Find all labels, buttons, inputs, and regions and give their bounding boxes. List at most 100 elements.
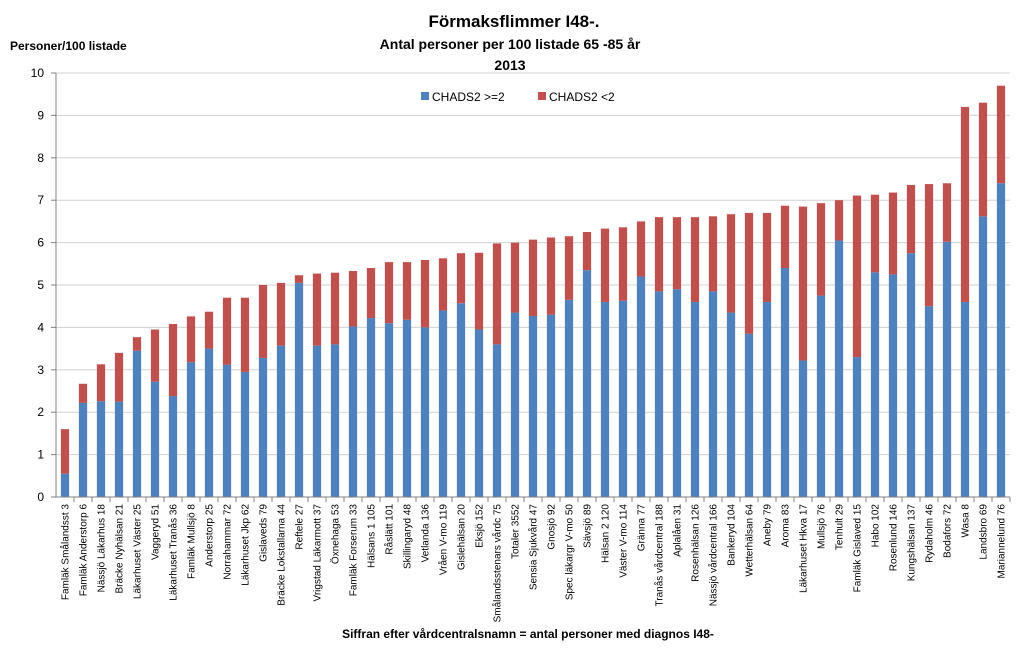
bar-chads2-high [708,291,718,497]
bar-chads2-high [780,268,790,497]
bar-chads2-low [816,203,826,296]
x-tick-label: Famläk Anderstorp 6 [79,504,90,597]
x-axis-tick-labels: Famläk Smålandsst 3 Famläk Anderstorp 6 Nä… [60,497,1011,622]
bar-chads2-high [78,402,88,497]
x-tick-label: Wasa 8 [961,504,972,538]
x-tick-label: Läkarhuset Tranås 36 [168,504,180,601]
bar-chads2-low [114,352,124,402]
bar-chads2-low [672,217,682,290]
bar-chads2-low [960,106,970,302]
x-tick-label: Tranås vårdcentral 188 [654,504,666,607]
y-tick-label: 6 [37,236,44,250]
x-tick-label: Rydaholm 46 [925,504,936,563]
bar-chads2-high [870,272,880,497]
bar-chads2-low [60,429,70,474]
bar-chads2-high [474,329,484,497]
bar-chads2-high [258,357,268,497]
bar-chads2-high [276,345,286,497]
x-tick-label: Öxnehaga 53 [330,504,342,564]
x-tick-label: Skillingaryd 48 [403,504,414,569]
bar-chads2-low [762,212,772,302]
bar-chads2-high [762,301,772,497]
bar-chads2-low [492,243,502,345]
bar-chads2-high [150,381,160,497]
bar-chads2-high [438,310,448,497]
bar-chads2-high [690,301,700,497]
bar-chads2-low [366,268,376,319]
bar-chads2-high [168,396,178,497]
x-tick-label: Vetlanda 136 [421,504,432,563]
x-tick-label: Spec läkargr V-mo 50 [565,504,576,601]
bar-chads2-low [834,200,844,241]
bar-chads2-high [384,323,394,497]
x-tick-label: Totaler 3552 [511,504,522,559]
y-tick-label: 9 [37,108,44,122]
y-tick-label: 1 [37,448,44,462]
x-tick-label: Bodafors 72 [943,504,954,558]
bar-chads2-low [888,192,898,275]
y-axis-label: Personer/100 listade [10,39,127,53]
bar-chads2-high [204,348,214,497]
bar-chads2-high [672,289,682,497]
bar-chads2-low [348,271,358,327]
legend-label-chads2-high: CHADS2 >=2 [432,90,505,104]
bar-chads2-high [924,306,934,497]
bar-chads2-low [438,258,448,311]
bar-chads2-high [222,364,232,497]
bar-chads2-high [240,371,250,497]
x-tick-label: Rosenlund 146 [889,504,900,572]
chart-subtitle: Antal personer per 100 listade 65 -85 år [380,36,641,52]
bar-chads2-low [222,297,232,365]
x-tick-label: Läkarhuset Väster 25 [133,504,144,599]
bar-chads2-high [618,300,628,497]
x-tick-label: Famläk Mullsjö 8 [187,504,198,579]
y-tick-label: 0 [37,490,44,504]
bar-chads2-high [906,253,916,497]
bar-chads2-low [942,183,952,242]
bar-chads2-high [456,303,466,497]
x-tick-label: Läkarhuset Hkva 17 [799,504,810,593]
x-tick-label: Sensia Sjukvård 47 [528,504,540,591]
bar-chads2-low [420,259,430,328]
x-tick-label: Kungshälsan 137 [907,504,918,582]
x-tick-label: Sävsjö 89 [583,504,594,548]
x-tick-label: Aroma 83 [781,504,792,548]
bar-chads2-low [582,232,592,271]
chart-title: Förmaksflimmer I48-. [428,12,599,31]
bar-chads2-low [906,184,916,254]
x-tick-label: Wetterhälsan 64 [745,504,756,577]
bar-chads2-low [924,184,934,307]
bar-chads2-high [330,344,340,497]
bar-chads2-low [150,329,160,382]
bar-chads2-low [384,262,394,324]
bar-chads2-high [564,299,574,497]
bar-chads2-low [474,252,484,330]
legend-swatch-chads2-high [421,92,429,100]
bars [60,85,1006,498]
bar-chads2-low [294,275,304,283]
x-tick-label: Landsbro 69 [979,504,990,560]
bar-chads2-high [852,357,862,497]
bar-chads2-low [852,195,862,358]
bar-chads2-high [60,473,70,497]
x-tick-label: Eksjö 152 [475,504,486,548]
y-axis-ticks: 0 1 2 3 4 5 6 7 8 9 10 [31,66,56,504]
bar-chads2-low [96,364,106,402]
x-tick-label: Nässjö vårdcentral 166 [708,504,720,607]
bar-chads2-high [600,301,610,497]
bar-chads2-low [330,272,340,345]
bar-chads2-high [402,319,412,497]
bar-chads2-low [744,212,754,334]
x-tick-label: Habo 102 [871,504,882,548]
x-tick-label: Aplalåen 31 [672,504,684,557]
bar-chads2-high [816,295,826,497]
bar-chads2-high [942,241,952,497]
bar-chads2-low [276,282,286,346]
bar-chads2-high [510,312,520,497]
bar-chads2-low [600,228,610,302]
legend-label-chads2-low: CHADS2 <2 [549,90,615,104]
bar-chads2-high [744,333,754,497]
bar-chads2-high [420,327,430,497]
bar-chads2-high [636,276,646,497]
x-tick-label: Tenhult 29 [835,504,846,551]
